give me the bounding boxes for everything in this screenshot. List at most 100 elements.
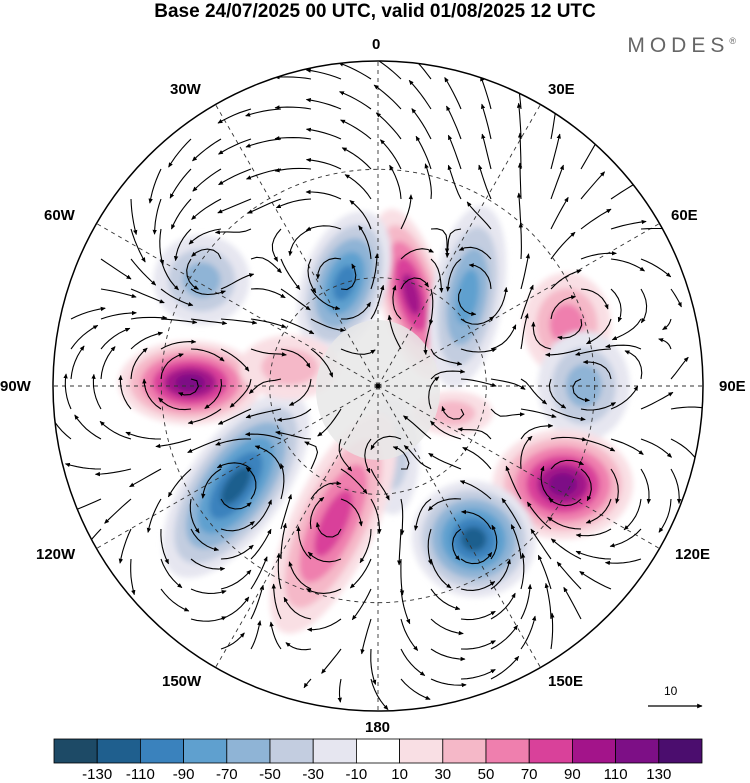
wind-vector [160,528,169,565]
wind-vector [428,288,434,326]
anomaly-center [269,413,397,634]
wind-vector [280,348,311,369]
wind-vector [248,378,282,394]
wind-vector [280,522,287,560]
wind-vector [349,200,372,230]
wind-vector [276,552,282,590]
lon-label-30e: 30E [548,81,575,98]
wind-vector [364,438,372,474]
colorbar-swatch [312,738,357,764]
colorbar-swatch [658,738,703,764]
wind-vector [392,446,410,470]
wind-vector [550,196,569,230]
wind-vector [520,423,554,440]
wind-vector [130,288,165,304]
wind-vector [445,258,462,292]
wind-vector [447,164,462,200]
wind-vector [191,198,222,220]
wind-vector [192,168,222,192]
wind-vector [274,105,312,110]
wind-vector [250,620,262,650]
wind-vector [288,378,312,406]
wind-vector [520,615,537,650]
wind-vector [575,348,612,356]
wind-vector [130,258,157,286]
wind-vector [550,269,582,290]
wind-vector [640,438,673,458]
wind-vector [563,586,582,620]
wind-vector [337,678,342,703]
wind-vector [160,318,198,325]
anomaly-center [411,480,536,598]
wind-vector [218,138,252,155]
wind-vector [547,516,582,530]
wind-vector [480,76,492,110]
wind-vector [370,678,389,711]
reference-vector-label: 10 [664,684,678,698]
colorbar-swatch [53,738,98,764]
wind-vector [399,558,405,596]
lon-label-150e: 150E [548,673,584,690]
wind-vector [218,168,252,186]
wind-vector [303,678,312,689]
wind-vector [118,528,132,564]
wind-vector [250,348,287,357]
wind-vector [214,228,252,235]
wind-vector [370,468,390,501]
wind-vector [580,468,592,502]
anomaly-center [537,331,630,441]
wind-vector [280,258,301,290]
wind-vector [375,112,402,140]
wind-vector [428,452,462,470]
wind-vector [550,612,555,650]
wind-vector [130,558,136,596]
wind-vector [220,520,255,532]
wind-vector [520,435,533,470]
wind-vector [130,315,168,321]
wind-vector [275,198,312,209]
wind-vector [250,288,286,299]
wind-vector [186,258,199,290]
wind-vector [460,610,496,621]
wind-vector [624,350,643,380]
wind-vector [340,119,372,140]
anomaly-contour [261,349,318,386]
wind-vector [460,316,495,325]
wind-vector [160,558,183,589]
wind-vector [245,408,282,419]
wind-vector [220,544,254,560]
wind-vector [548,497,582,507]
wind-vector [310,481,342,500]
wind-vector [490,558,511,590]
wind-vector [100,288,137,298]
wind-vector [430,369,466,380]
wind-vector [305,225,342,231]
wind-vector [70,324,99,350]
wind-vector [250,584,265,620]
wind-vector [321,648,342,674]
wind-vector [160,258,179,291]
wind-vector [444,77,462,110]
wind-vector [177,378,199,397]
meridian-line [215,104,379,387]
wind-vector [557,318,583,341]
wind-vector [104,498,132,524]
wind-vector [304,441,319,470]
wind-vector [275,430,312,440]
wind-vector [341,147,372,170]
wind-vector [550,231,576,260]
wind-vector [130,331,164,350]
wind-vector [610,438,644,455]
wind-vector [460,581,496,591]
wind-vector [605,343,642,350]
wind-vector [610,385,639,410]
wind-vector [670,468,682,505]
wind-vector [370,253,380,290]
wind-vector [190,528,220,552]
wind-vector [520,583,533,620]
wind-vector [64,462,102,470]
colorbar-swatch [269,738,314,764]
wind-vector [462,447,492,470]
wind-vector [53,410,72,440]
colorbar-tick-label: -110 [125,766,155,783]
